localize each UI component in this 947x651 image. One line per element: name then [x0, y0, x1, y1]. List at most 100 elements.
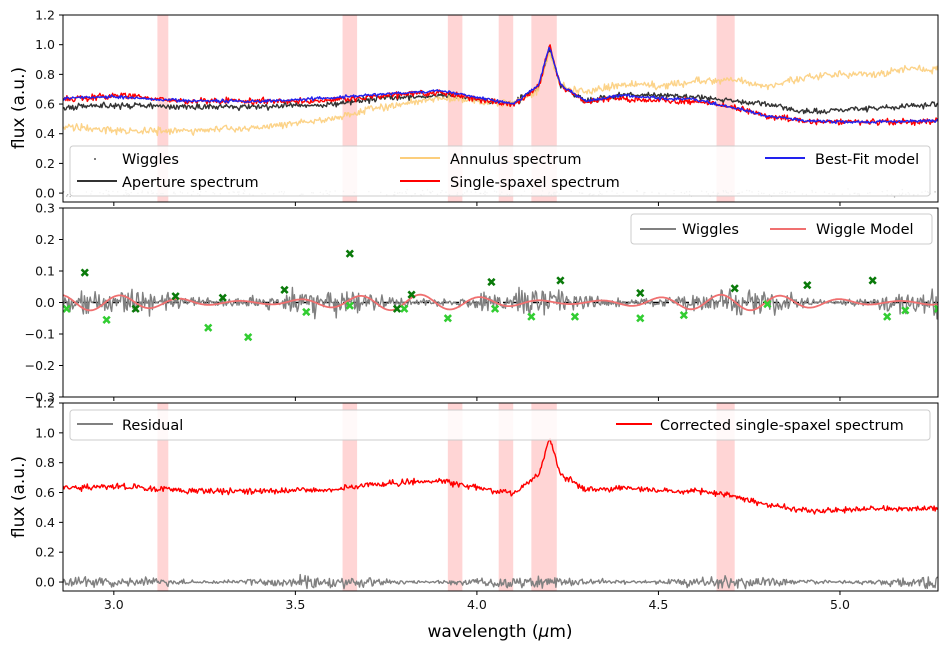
marker-troughs-8: [490, 304, 500, 313]
legend-label-wiggles-mid: Wiggles: [682, 222, 739, 238]
x-tick-label-0: 3.0: [104, 597, 124, 612]
legend-label-corrected: Corrected single-spaxel spectrum: [660, 418, 904, 434]
legend-marker-wiggles: [94, 158, 96, 160]
shaded-band-bottom-2: [447, 403, 463, 591]
shaded-band-top-0: [157, 15, 169, 202]
axes-frame-top: [62, 14, 939, 203]
marker-peaks-11: [868, 276, 877, 285]
y-tick-label-middle-2: −0.1: [25, 327, 55, 342]
y-tick-label-top-6: 1.2: [35, 8, 55, 23]
y-axis-label-bottom: flux (a.u.): [9, 456, 29, 538]
y-tick-label-top-5: 1.0: [35, 37, 55, 52]
y-tick-label-middle-3: 0.0: [35, 295, 55, 310]
marker-peaks-4: [280, 285, 289, 295]
marker-troughs-10: [570, 312, 580, 321]
y-tick-label-bottom-5: 1.0: [35, 425, 55, 440]
marker-peaks-2: [171, 292, 180, 301]
panel-bottom: 0.0 0.2 0.4 0.6 0.8 1.0 1.2 3.0 3.5 4.0 4.5 5.0 fl…: [9, 396, 939, 642]
y-tick-label-middle-4: 0.1: [35, 264, 55, 279]
y-tick-label-bottom-4: 0.8: [35, 455, 55, 470]
marker-troughs-3: [244, 333, 253, 342]
marker-peaks-8: [636, 288, 645, 298]
marker-troughs-1: [102, 315, 111, 324]
shaded-band-bottom-3: [498, 403, 514, 591]
y-tick-label-top-4: 0.8: [35, 67, 55, 82]
y-tick-label-bottom-3: 0.6: [35, 485, 55, 500]
y-ticks-middle: −0.3 −0.2 −0.1 0.0 0.1 0.2 0.3: [25, 201, 841, 405]
marker-peaks-1: [131, 304, 140, 313]
shaded-band-bottom-1: [342, 403, 358, 591]
marker-troughs-14: [883, 312, 892, 321]
legend-bottom: Residual Corrected single-spaxel spectru…: [69, 409, 931, 441]
x-ticks-bottom: 3.0 3.5 4.0 4.5 5.0: [104, 591, 850, 612]
legend-label-aperture: Aperture spectrum: [122, 175, 259, 191]
series-line-residual-bottom: [63, 573, 938, 590]
x-tick-label-4: 5.0: [830, 597, 850, 612]
series-group-middle: [63, 249, 938, 342]
marker-troughs-9: [527, 312, 536, 321]
legend-label-residual: Residual: [122, 418, 183, 434]
marker-troughs-15: [901, 306, 910, 315]
point-wiggles-top-250: [66, 195, 68, 197]
y-ticks-bottom: 0.0 0.2 0.4 0.6 0.8 1.0 1.2: [35, 396, 63, 590]
legend-label-wiggle-model: Wiggle Model: [816, 222, 914, 238]
series-group-bottom: [63, 438, 938, 590]
marker-peaks-10: [803, 281, 812, 290]
y-tick-label-bottom-2: 0.4: [35, 515, 55, 530]
marker-peaks-5: [407, 290, 416, 299]
marker-peaks-0: [80, 268, 89, 277]
legend-label-wiggles: Wiggles: [122, 152, 179, 168]
y-tick-label-top-0: 0.0: [35, 186, 55, 201]
marker-troughs-0: [63, 304, 71, 313]
legend-label-spaxel: Single-spaxel spectrum: [450, 175, 620, 191]
y-ticks-top: 0.0 0.2 0.4 0.6 0.8 1.0 1.2: [35, 8, 841, 206]
marker-troughs-2: [204, 323, 213, 332]
shaded-band-bottom-5: [716, 403, 735, 591]
marker-troughs-5: [345, 301, 354, 310]
x-tick-label-1: 3.5: [285, 597, 305, 612]
point-wiggles-top-19: [934, 191, 936, 193]
series-line-corrected-single-spaxel-spectrum-bottom: [63, 438, 938, 515]
legend-label-bestfit: Best-Fit model: [815, 152, 919, 168]
y-tick-label-bottom-0: 0.0: [35, 575, 55, 590]
marker-peaks-6: [487, 277, 496, 287]
series-line-wiggle-model-middle: [63, 293, 938, 312]
marker-troughs-4: [302, 307, 311, 317]
panel-top: 0.0 0.2 0.4 0.6 0.8 1.0 1.2 flux (a.u.) Wiggle…: [9, 8, 939, 206]
x-axis-label: wavelength (μm): [427, 622, 572, 642]
legend-label-annulus: Annulus spectrum: [450, 152, 581, 168]
legend-box-top: [69, 145, 931, 197]
series-line-best-fit-model-top: [63, 46, 938, 125]
marker-mid-markers-1: [392, 304, 402, 313]
marker-troughs-11: [636, 314, 645, 323]
marker-troughs-13: [763, 299, 772, 309]
legend-middle: Wiggles Wiggle Model: [630, 213, 933, 245]
y-tick-label-bottom-1: 0.2: [35, 545, 55, 560]
y-tick-label-middle-0: −0.3: [25, 390, 55, 405]
marker-peaks-9: [730, 284, 739, 293]
y-tick-label-top-1: 0.2: [35, 156, 55, 171]
x-axis-label-main: wavelength (: [427, 622, 538, 642]
point-wiggles-top-197: [69, 195, 71, 198]
series-line-annulus-spectrum-top: [63, 52, 938, 137]
y-tick-label-top-2: 0.4: [35, 126, 55, 141]
x-tick-label-2: 4.0: [467, 597, 487, 612]
legend-box-bottom: [69, 409, 931, 441]
point-wiggles-top-24: [67, 194, 69, 196]
x-axis-label-unit: m): [549, 622, 572, 642]
marker-troughs-6: [400, 304, 409, 313]
x-axis-label-mu: μ: [538, 622, 550, 642]
axes-frame-bottom: [62, 402, 939, 592]
marker-mid-markers-0: [345, 249, 354, 258]
y-tick-label-middle-1: −0.2: [25, 358, 55, 373]
shaded-band-bottom-0: [157, 403, 169, 591]
y-tick-label-middle-6: 0.3: [35, 201, 55, 216]
marker-troughs-7: [443, 314, 452, 323]
y-tick-label-top-3: 0.6: [35, 97, 55, 112]
marker-peaks-7: [556, 276, 565, 285]
point-wiggles-top-184: [893, 196, 896, 198]
panel-middle: −0.3 −0.2 −0.1 0.0 0.1 0.2 0.3 Wiggles Wiggle …: [25, 201, 939, 405]
marker-peaks-3: [218, 293, 227, 302]
x-tick-label-3: 4.5: [648, 597, 668, 612]
